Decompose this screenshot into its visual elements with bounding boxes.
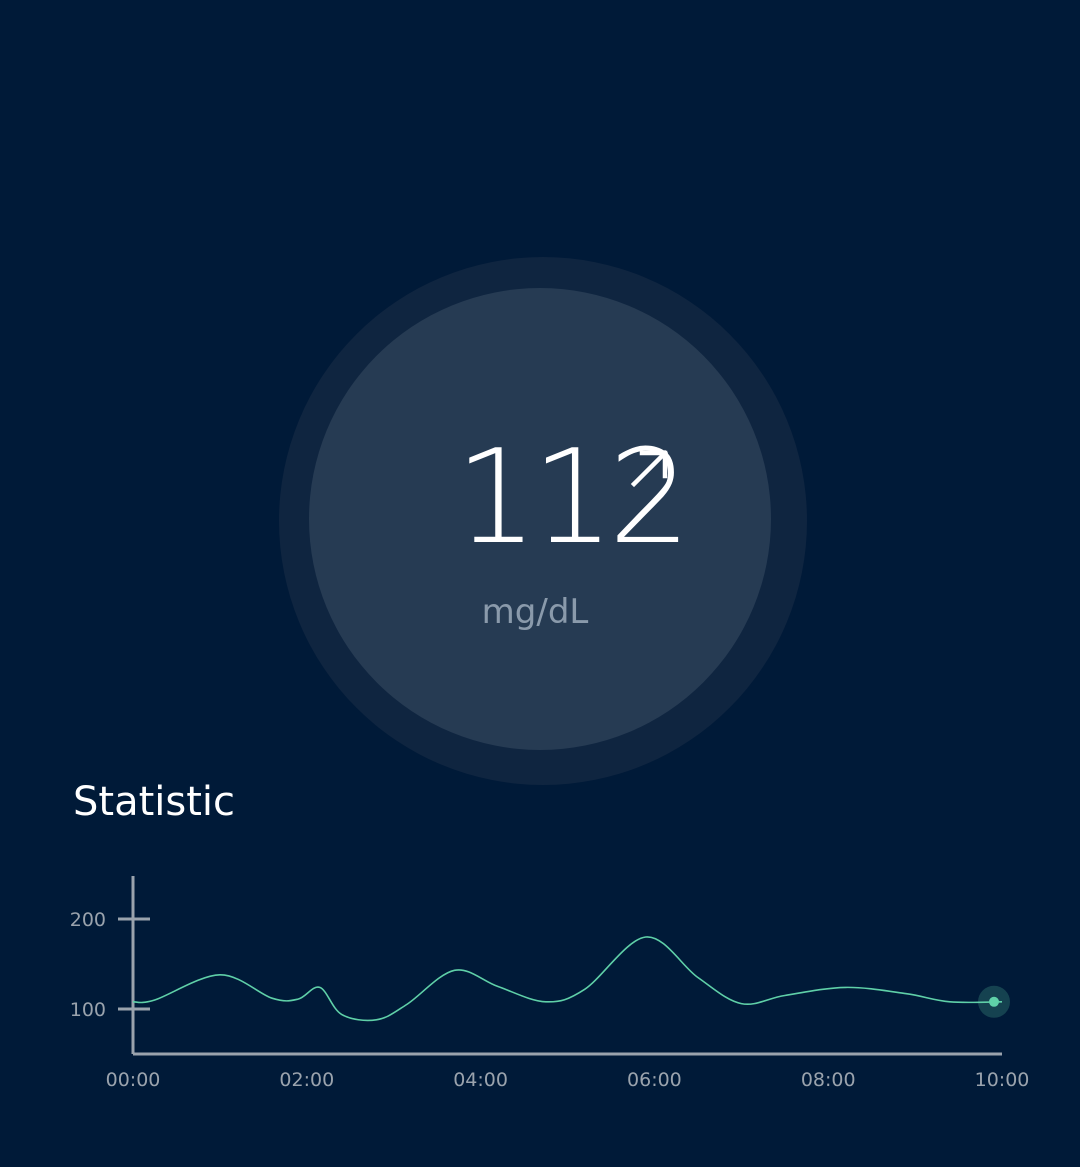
y-tick-label: 100 [70,999,106,1021]
x-tick-label: 02:00 [279,1069,334,1091]
glucose-gauge [309,288,771,750]
arrow-up-right-icon [630,449,669,488]
current-reading-point [989,996,999,1007]
x-tick-label: 08:00 [801,1069,856,1091]
glucose-line-chart: 200 100 00:00 02:00 04:00 06:00 08:00 10:00 [70,876,1030,1091]
section-title-statistic: Statistic [73,779,236,825]
x-tick-label: 00:00 [106,1069,161,1091]
glucose-series-line [132,936,1003,1022]
x-tick-label: 10:00 [975,1069,1030,1091]
x-tick-label: 04:00 [453,1069,508,1091]
x-tick-label: 06:00 [627,1069,682,1091]
y-tick-label: 200 [70,909,106,931]
glucose-unit: mg/dL [481,592,589,632]
